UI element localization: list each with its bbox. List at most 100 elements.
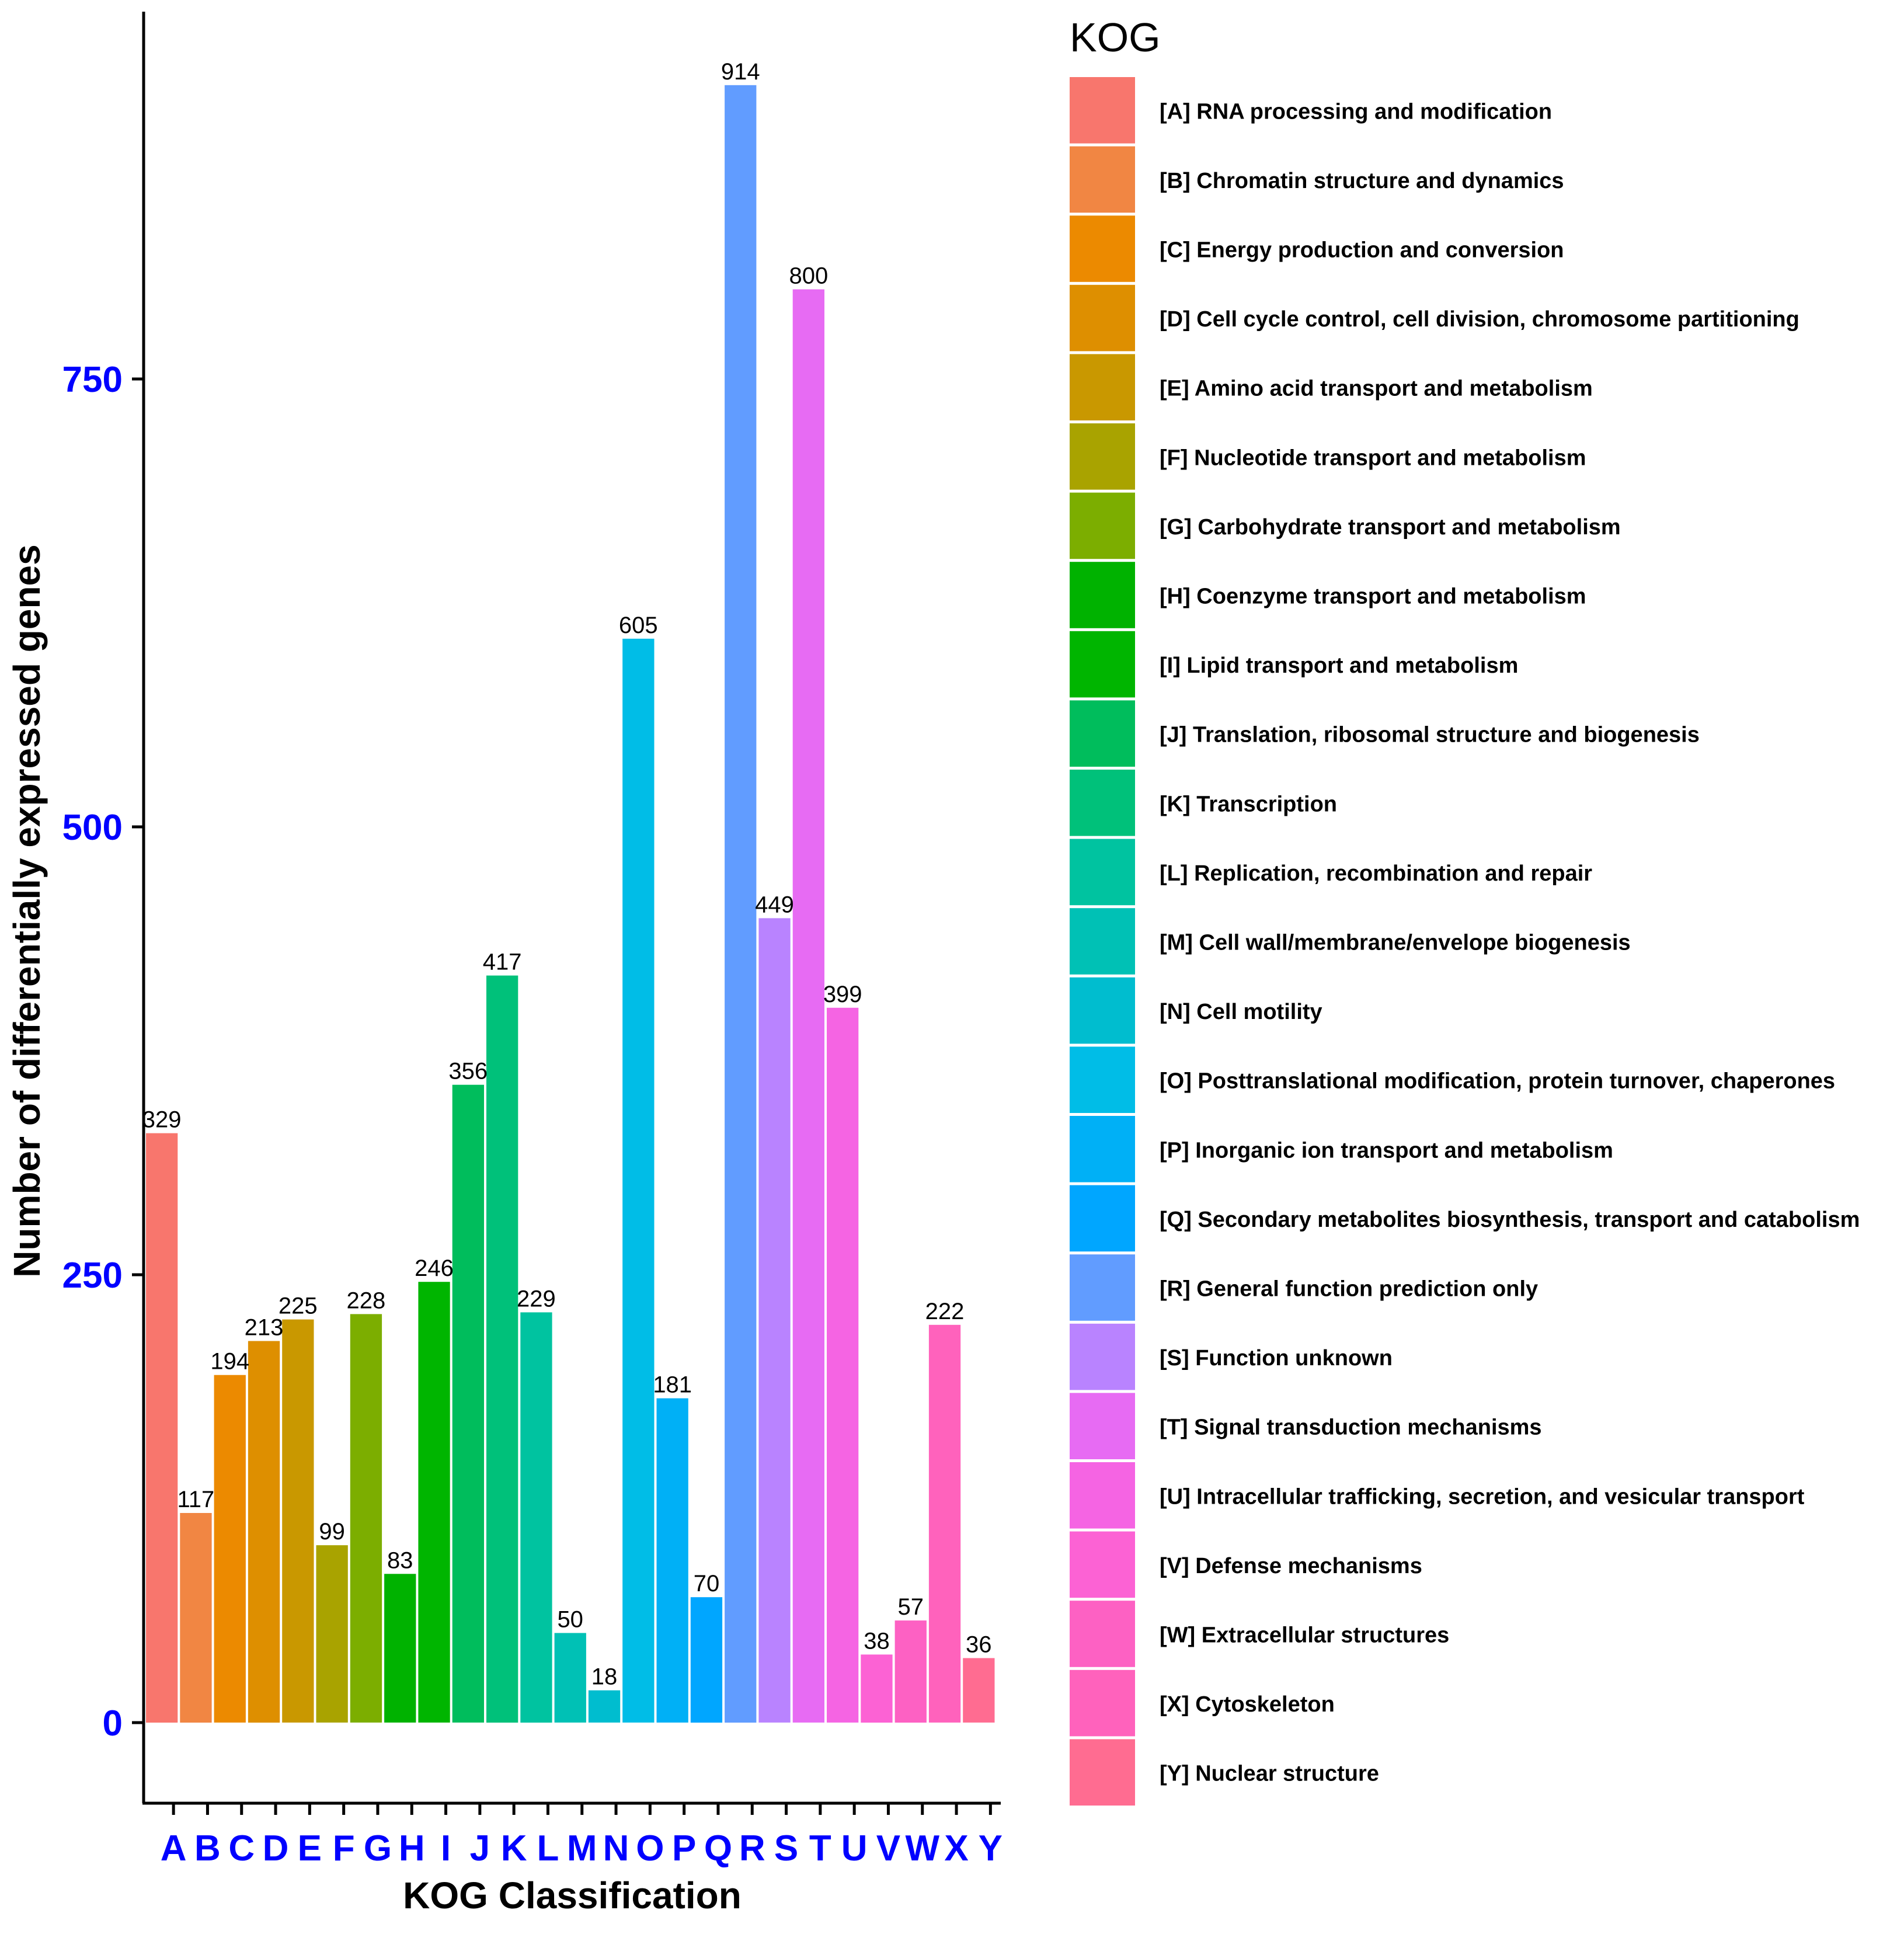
legend-label-R: [R] General function prediction only bbox=[1160, 1277, 1538, 1302]
legend-key-V bbox=[1070, 1531, 1135, 1598]
value-label-N: 18 bbox=[591, 1664, 618, 1690]
legend-key-F bbox=[1070, 423, 1135, 490]
bar-Q bbox=[690, 1597, 723, 1723]
x-tick-label-N: N bbox=[603, 1828, 629, 1869]
bar-O bbox=[622, 638, 655, 1723]
legend-key-M bbox=[1070, 908, 1135, 975]
value-label-X: 222 bbox=[925, 1299, 965, 1324]
legend-label-F: [F] Nucleotide transport and metabolism bbox=[1160, 446, 1586, 470]
legend-key-S bbox=[1070, 1323, 1135, 1390]
bar-I bbox=[418, 1282, 450, 1723]
bar-Y bbox=[963, 1658, 995, 1723]
bar-L bbox=[520, 1312, 552, 1723]
value-label-U: 399 bbox=[823, 982, 862, 1007]
value-label-R: 914 bbox=[721, 59, 760, 85]
legend-key-T bbox=[1070, 1393, 1135, 1459]
legend-label-O: [O] Posttranslational modification, prot… bbox=[1160, 1069, 1835, 1094]
x-tick-label-I: I bbox=[441, 1828, 451, 1869]
legend-label-A: [A] RNA processing and modification bbox=[1160, 99, 1552, 124]
legend-label-E: [E] Amino acid transport and metabolism bbox=[1160, 377, 1593, 401]
legend: [A] RNA processing and modification [B] C… bbox=[1070, 77, 1860, 1806]
legend-label-Y: [Y] Nuclear structure bbox=[1160, 1762, 1379, 1786]
value-label-M: 50 bbox=[557, 1607, 583, 1633]
x-tick-label-B: B bbox=[194, 1828, 221, 1869]
legend-key-X bbox=[1070, 1669, 1135, 1737]
bar-J bbox=[452, 1084, 484, 1723]
bar-T bbox=[792, 289, 824, 1723]
bars-layer bbox=[146, 85, 995, 1723]
x-tick-label-E: E bbox=[298, 1828, 322, 1869]
legend-label-M: [M] Cell wall/membrane/envelope biogenes… bbox=[1160, 931, 1631, 955]
value-label-O: 605 bbox=[619, 613, 658, 638]
bar-S bbox=[758, 918, 791, 1723]
x-tick-label-W: W bbox=[905, 1828, 939, 1869]
x-tick-label-V: V bbox=[876, 1828, 900, 1869]
bar-V bbox=[861, 1654, 893, 1723]
bar-C bbox=[214, 1375, 246, 1723]
legend-key-E bbox=[1070, 354, 1135, 420]
legend-label-N: [N] Cell motility bbox=[1160, 1000, 1322, 1024]
y-axis-ticks: 0 250 500 750 bbox=[62, 360, 144, 1744]
bar-F bbox=[316, 1545, 348, 1723]
x-tick-label-Y: Y bbox=[979, 1828, 1003, 1869]
legend-key-I bbox=[1070, 631, 1135, 698]
value-label-Y: 36 bbox=[966, 1632, 992, 1658]
legend-key-H bbox=[1070, 562, 1135, 628]
x-tick-label-Q: Q bbox=[704, 1828, 732, 1869]
bar-W bbox=[894, 1620, 927, 1723]
value-label-Q: 70 bbox=[694, 1571, 720, 1596]
x-tick-label-K: K bbox=[501, 1828, 527, 1869]
legend-key-G bbox=[1070, 492, 1135, 559]
legend-label-V: [V] Defense mechanisms bbox=[1160, 1554, 1422, 1578]
y-tick-label-0: 0 bbox=[103, 1703, 123, 1744]
bar-U bbox=[827, 1007, 859, 1723]
legend-label-T: [T] Signal transduction mechanisms bbox=[1160, 1415, 1542, 1440]
value-label-W: 57 bbox=[898, 1594, 924, 1620]
legend-label-Q: [Q] Secondary metabolites biosynthesis, … bbox=[1160, 1208, 1860, 1232]
legend-key-U bbox=[1070, 1462, 1135, 1529]
legend-label-I: [I] Lipid transport and metabolism bbox=[1160, 653, 1518, 678]
x-axis-title: KOG Classification bbox=[403, 1874, 742, 1916]
value-label-P: 181 bbox=[653, 1372, 692, 1398]
legend-key-K bbox=[1070, 770, 1135, 836]
y-tick-label-750: 750 bbox=[62, 360, 123, 400]
x-tick-label-J: J bbox=[470, 1828, 490, 1869]
x-tick-label-C: C bbox=[228, 1828, 255, 1869]
legend-key-J bbox=[1070, 700, 1135, 767]
legend-key-O bbox=[1070, 1046, 1135, 1113]
legend-label-H: [H] Coenzyme transport and metabolism bbox=[1160, 585, 1586, 609]
value-label-K: 417 bbox=[483, 949, 522, 975]
legend-label-S: [S] Function unknown bbox=[1160, 1346, 1393, 1371]
legend-label-P: [P] Inorganic ion transport and metaboli… bbox=[1160, 1138, 1613, 1163]
bar-H bbox=[384, 1574, 416, 1723]
legend-label-D: [D] Cell cycle control, cell division, c… bbox=[1160, 307, 1799, 332]
value-label-C: 194 bbox=[210, 1349, 249, 1375]
x-tick-label-S: S bbox=[774, 1828, 798, 1869]
legend-label-B: [B] Chromatin structure and dynamics bbox=[1160, 169, 1564, 193]
legend-label-W: [W] Extracellular structures bbox=[1160, 1623, 1449, 1648]
y-tick-label-250: 250 bbox=[62, 1255, 123, 1296]
bar-X bbox=[928, 1324, 961, 1723]
bar-R bbox=[725, 85, 757, 1723]
value-label-F: 99 bbox=[319, 1519, 345, 1545]
bar-K bbox=[486, 975, 518, 1723]
legend-key-W bbox=[1070, 1601, 1135, 1667]
bar-E bbox=[282, 1319, 314, 1723]
legend-label-X: [X] Cytoskeleton bbox=[1160, 1692, 1335, 1717]
value-label-L: 229 bbox=[517, 1286, 556, 1312]
x-tick-label-H: H bbox=[399, 1828, 425, 1869]
value-label-D: 213 bbox=[245, 1315, 284, 1341]
x-tick-label-T: T bbox=[809, 1828, 831, 1869]
bar-A bbox=[146, 1133, 178, 1723]
x-tick-label-D: D bbox=[263, 1828, 289, 1869]
legend-key-A bbox=[1070, 77, 1135, 144]
x-tick-label-G: G bbox=[364, 1828, 392, 1869]
value-label-V: 38 bbox=[864, 1628, 890, 1654]
bar-P bbox=[656, 1398, 688, 1723]
legend-key-R bbox=[1070, 1254, 1135, 1321]
bar-D bbox=[248, 1341, 280, 1723]
bar-G bbox=[350, 1314, 382, 1723]
value-label-I: 246 bbox=[415, 1255, 454, 1281]
legend-key-N bbox=[1070, 977, 1135, 1044]
